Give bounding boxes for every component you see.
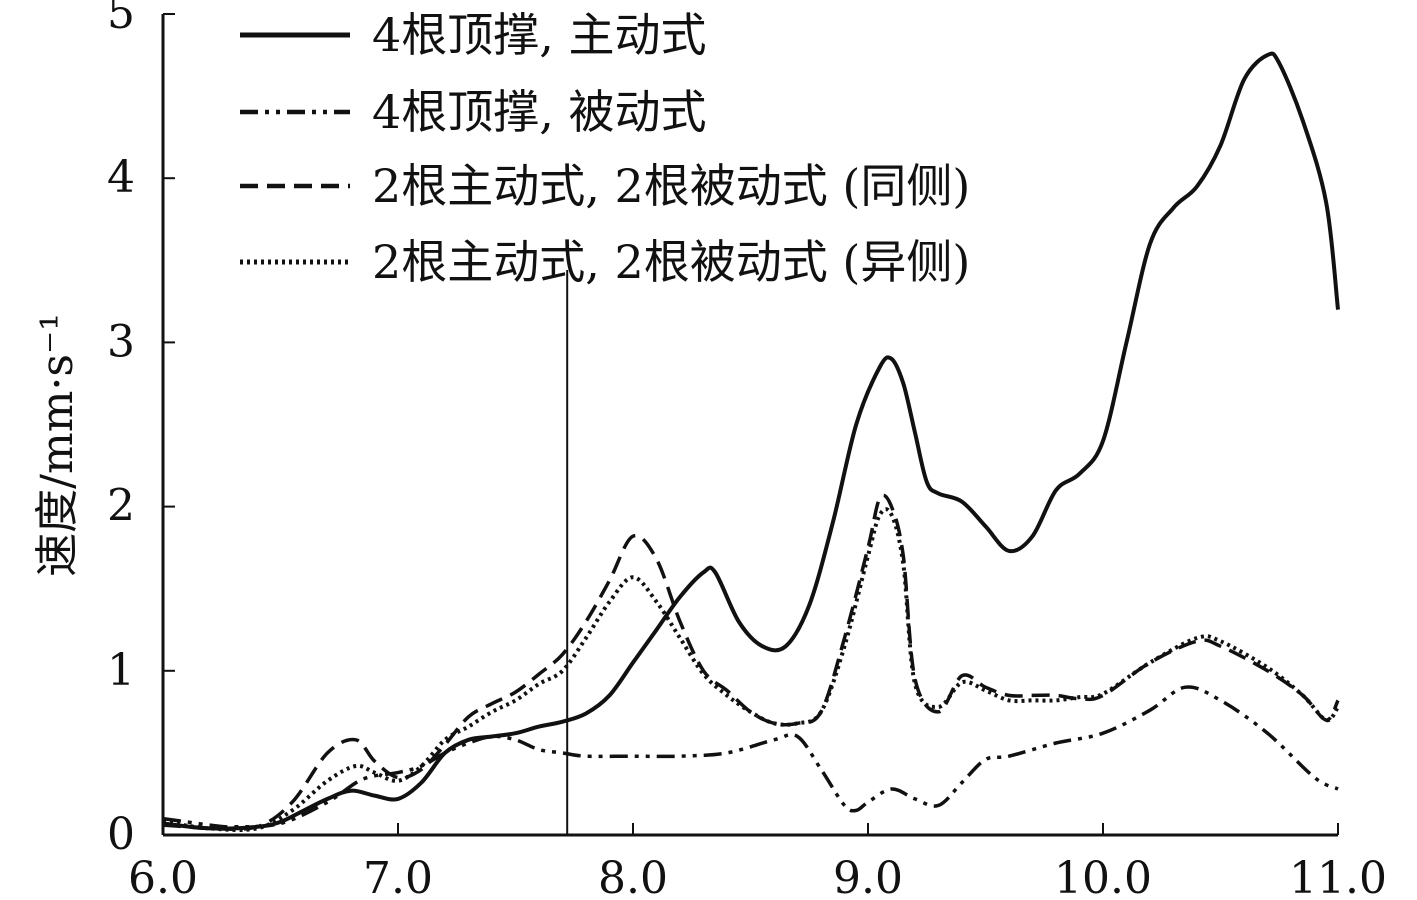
legend: 4根顶撑, 主动式 4根顶撑, 被动式 2根主动式, 2根被动式 (同侧) 2根主动式… xyxy=(240,8,970,289)
tick-labels: 6.0 7.0 8.0 9.0 10.0 11.0 0 1 2 3 4 5 xyxy=(107,0,1387,900)
x-tick-label: 6.0 xyxy=(128,853,198,900)
legend-label-3: 2根主动式, 2根被动式 (同侧) xyxy=(372,159,970,213)
ticks xyxy=(162,13,1339,836)
series-line-3 xyxy=(162,493,1340,831)
series-line-2 xyxy=(162,685,1339,829)
legend-label-4: 2根主动式, 2根被动式 (异侧) xyxy=(372,235,970,289)
series-line-4 xyxy=(162,507,1340,833)
axes xyxy=(161,14,1338,837)
legend-label-1: 4根顶撑, 主动式 xyxy=(372,8,707,62)
y-tick-label: 3 xyxy=(107,316,135,367)
x-tick-label: 7.0 xyxy=(363,853,433,900)
y-axis-title: 速度/mm·s⁻¹ xyxy=(32,313,83,577)
x-tick-label: 9.0 xyxy=(833,853,903,900)
x-tick-label: 11.0 xyxy=(1289,853,1387,900)
legend-label-2: 4根顶撑, 被动式 xyxy=(372,85,707,139)
series-lines xyxy=(162,51,1340,833)
series-line-1 xyxy=(162,51,1340,831)
y-tick-label: 0 xyxy=(107,809,135,860)
y-tick-label: 4 xyxy=(107,152,135,203)
y-tick-label: 5 xyxy=(107,0,135,39)
y-tick-label: 2 xyxy=(107,481,135,532)
x-tick-label: 10.0 xyxy=(1054,853,1152,900)
x-tick-label: 8.0 xyxy=(598,853,668,900)
y-tick-label: 1 xyxy=(107,645,135,696)
